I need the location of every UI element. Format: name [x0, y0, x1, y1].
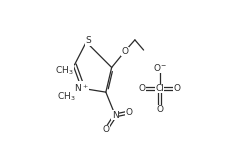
- Text: N: N: [112, 111, 119, 120]
- Text: N$^+$: N$^+$: [74, 82, 89, 94]
- Text: O: O: [139, 84, 146, 93]
- Text: O: O: [174, 84, 181, 93]
- Text: O: O: [125, 108, 133, 117]
- Text: O$^{-}$: O$^{-}$: [153, 62, 166, 73]
- Text: O: O: [102, 125, 109, 134]
- Text: CH$_3$: CH$_3$: [57, 91, 76, 103]
- Text: S: S: [86, 36, 91, 45]
- Text: CH$_3$: CH$_3$: [55, 65, 74, 77]
- Text: Cl: Cl: [155, 84, 164, 93]
- Text: O: O: [121, 47, 128, 56]
- Text: O: O: [156, 105, 163, 114]
